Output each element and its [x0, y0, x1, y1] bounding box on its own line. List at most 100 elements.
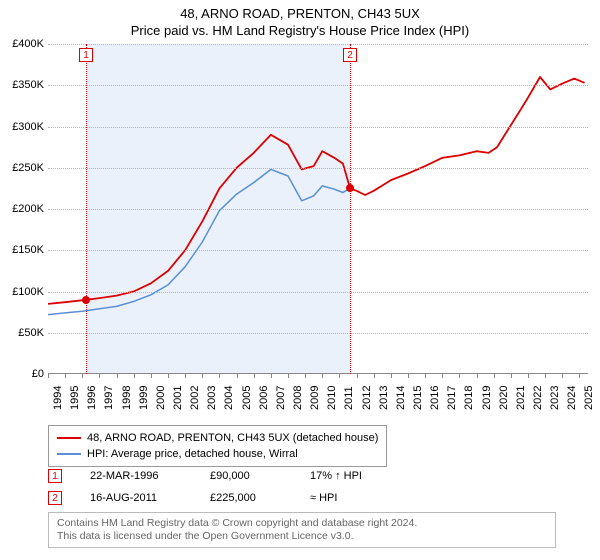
x-tick — [391, 374, 392, 378]
series-line — [48, 77, 585, 304]
x-tick — [99, 374, 100, 378]
sale-marker-table: 1 22-MAR-1996 £90,000 17% ↑ HPI 2 16-AUG… — [48, 465, 362, 509]
legend-swatch — [57, 437, 81, 439]
x-axis-label: 1995 — [69, 386, 81, 410]
x-tick — [442, 374, 443, 378]
x-axis-label: 2006 — [258, 386, 270, 410]
x-axis-label: 2002 — [189, 386, 201, 410]
y-axis-label: £400K — [12, 38, 48, 50]
y-axis-label: £0 — [32, 368, 48, 380]
y-axis-label: £200K — [12, 203, 48, 215]
sale-price: £225,000 — [210, 492, 282, 504]
x-axis-labels: 1994 1995 1996 1997 1998 1999 2000 2001 2002 2003… — [48, 378, 588, 428]
gridline — [48, 209, 588, 210]
y-axis-label: £150K — [12, 244, 48, 256]
x-axis-label: 2004 — [223, 386, 235, 410]
x-tick — [408, 374, 409, 378]
x-axis-label: 1999 — [138, 386, 150, 410]
chart-container: 48, ARNO ROAD, PRENTON, CH43 5UX Price p… — [0, 0, 600, 560]
marker-box: 1 — [79, 48, 93, 62]
sale-vline — [350, 44, 351, 374]
x-axis-label: 2023 — [549, 386, 561, 410]
x-axis-label: 1997 — [103, 386, 115, 410]
x-tick — [254, 374, 255, 378]
gridline — [48, 127, 588, 128]
x-tick — [579, 374, 580, 378]
footer-line: Contains HM Land Registry data © Crown c… — [57, 517, 547, 530]
sale-price: £90,000 — [210, 470, 282, 482]
x-axis-label: 2007 — [275, 386, 287, 410]
marker-number-box: 1 — [48, 469, 62, 483]
chart-title: 48, ARNO ROAD, PRENTON, CH43 5UX — [0, 0, 600, 21]
x-axis-label: 2020 — [498, 386, 510, 410]
gridline — [48, 168, 588, 169]
x-axis-label: 2005 — [241, 386, 253, 410]
sale-date: 16-AUG-2011 — [90, 492, 182, 504]
marker-number-box: 2 — [48, 491, 62, 505]
sale-dot — [82, 296, 90, 304]
x-tick — [202, 374, 203, 378]
chart-subtitle: Price paid vs. HM Land Registry's House … — [0, 21, 600, 38]
x-tick — [219, 374, 220, 378]
legend-swatch — [57, 453, 81, 455]
x-axis-label: 2009 — [309, 386, 321, 410]
legend-item: HPI: Average price, detached house, Wirr… — [57, 446, 378, 462]
x-axis-label: 2018 — [463, 386, 475, 410]
x-axis-label: 2001 — [172, 386, 184, 410]
x-axis-label: 1994 — [52, 386, 64, 410]
x-axis-label: 2017 — [446, 386, 458, 410]
x-tick — [271, 374, 272, 378]
x-axis-label: 2000 — [155, 386, 167, 410]
sale-marker-row: 1 22-MAR-1996 £90,000 17% ↑ HPI — [48, 465, 362, 487]
x-axis-label: 1998 — [121, 386, 133, 410]
sale-marker-row: 2 16-AUG-2011 £225,000 ≈ HPI — [48, 487, 362, 509]
x-axis-label: 1996 — [86, 386, 98, 410]
x-axis-label: 2011 — [343, 386, 355, 410]
x-tick — [545, 374, 546, 378]
series-line — [48, 169, 350, 314]
x-tick — [511, 374, 512, 378]
x-tick — [117, 374, 118, 378]
x-axis-label: 2024 — [566, 386, 578, 410]
sale-vline — [86, 44, 87, 374]
x-tick — [237, 374, 238, 378]
x-tick — [151, 374, 152, 378]
x-axis-label: 2003 — [206, 386, 218, 410]
x-tick — [339, 374, 340, 378]
footer-line: This data is licensed under the Open Gov… — [57, 530, 547, 543]
gridline — [48, 44, 588, 45]
x-tick — [82, 374, 83, 378]
x-tick — [134, 374, 135, 378]
x-tick — [494, 374, 495, 378]
x-tick — [305, 374, 306, 378]
sale-note: ≈ HPI — [310, 492, 337, 504]
x-tick — [562, 374, 563, 378]
gridline — [48, 292, 588, 293]
x-axis-label: 2016 — [429, 386, 441, 410]
x-axis-label: 2021 — [515, 386, 527, 410]
x-tick — [425, 374, 426, 378]
y-axis-label: £50K — [18, 327, 48, 339]
x-axis-label: 2025 — [583, 386, 595, 410]
sale-date: 22-MAR-1996 — [90, 470, 182, 482]
marker-box: 2 — [343, 48, 357, 62]
gridline — [48, 333, 588, 334]
gridline — [48, 85, 588, 86]
x-tick — [322, 374, 323, 378]
x-tick — [477, 374, 478, 378]
x-axis-label: 2008 — [292, 386, 304, 410]
legend-label: HPI: Average price, detached house, Wirr… — [87, 446, 298, 462]
y-axis-label: £300K — [12, 121, 48, 133]
x-tick — [168, 374, 169, 378]
x-tick — [459, 374, 460, 378]
x-tick — [528, 374, 529, 378]
x-axis-label: 2013 — [378, 386, 390, 410]
sale-dot — [346, 184, 354, 192]
legend-label: 48, ARNO ROAD, PRENTON, CH43 5UX (detach… — [87, 430, 378, 446]
attribution-footer: Contains HM Land Registry data © Crown c… — [48, 512, 556, 548]
y-axis-label: £100K — [12, 286, 48, 298]
x-axis-label: 2010 — [326, 386, 338, 410]
x-axis-label: 2015 — [412, 386, 424, 410]
x-tick — [357, 374, 358, 378]
y-axis-label: £350K — [12, 79, 48, 91]
